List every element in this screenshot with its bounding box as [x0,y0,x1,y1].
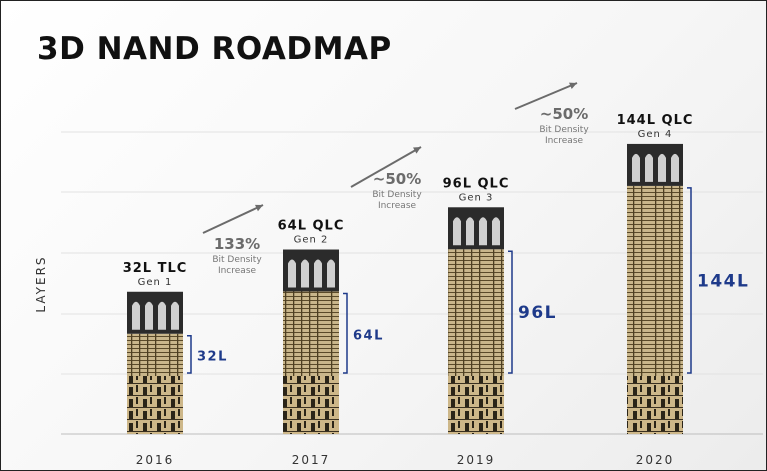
x-tick-label: 2016 [136,453,175,467]
column-top-pillar [632,153,640,182]
bar-gen-label: Gen 4 [638,129,673,140]
chart-title: 3D NAND ROADMAP [37,31,392,67]
density-caption: Increase [378,201,417,211]
column-top-pillar [171,301,179,330]
x-tick-label: 2020 [636,453,675,467]
density-caption: Bit Density [372,190,422,200]
density-percent: ~50% [540,105,588,123]
density-caption: Increase [545,136,584,146]
column-top-pillar [466,217,474,246]
column-top-pillar [132,301,140,330]
column-top-pillar [453,217,461,246]
column-base [627,376,683,434]
x-tick-label: 2017 [292,453,331,467]
column-top-pillar [301,259,309,288]
layer-bracket [687,187,692,374]
column-layer-stack [127,333,183,376]
layer-bracket [343,292,348,374]
bar-gen-label: Gen 2 [294,235,329,246]
bar-gen-label: Gen 3 [459,192,494,203]
density-caption: Bit Density [539,125,589,135]
growth-arrowhead [255,204,263,212]
density-caption: Bit Density [212,255,262,265]
growth-arrow [514,82,578,110]
bar-name-label: 64L QLC [278,219,345,234]
column-top-pillar [145,301,153,330]
layer-count-label: 64L [353,328,384,343]
column-top-pillar [327,259,335,288]
bar-gen-label: Gen 1 [138,277,173,288]
bar-name-label: 96L QLC [443,176,510,191]
layer-count-label: 32L [197,349,228,364]
growth-arrowhead [569,82,577,89]
column-top-pillar [645,153,653,182]
density-percent: 133% [214,235,260,253]
column-top-pillar [158,301,166,330]
layer-bracket [187,335,192,374]
growth-arrow [202,204,264,234]
column-top-pillar [479,217,487,246]
layer-count-label: 96L [518,303,557,323]
column-base [448,376,504,434]
column-top-pillar [492,217,500,246]
bar-name-label: 144L QLC [617,113,694,128]
density-caption: Increase [218,266,257,276]
column-layer-stack [283,291,339,376]
column-base [283,376,339,434]
growth-arrow [350,146,422,188]
chart-columns [127,143,683,434]
x-tick-label: 2019 [457,453,496,467]
layer-bracket [508,250,513,374]
column-base [127,376,183,434]
column-top-pillar [671,153,679,182]
bar-name-label: 32L TLC [123,261,188,276]
column-layer-stack [448,249,504,376]
density-percent: ~50% [373,170,421,188]
growth-arrowhead [413,147,421,154]
column-top-pillar [288,259,296,288]
column-top-pillar [314,259,322,288]
y-axis-label: LAYERS [34,255,48,312]
column-layer-stack [627,185,683,376]
layer-count-label: 144L [697,271,749,291]
column-top-pillar [658,153,666,182]
